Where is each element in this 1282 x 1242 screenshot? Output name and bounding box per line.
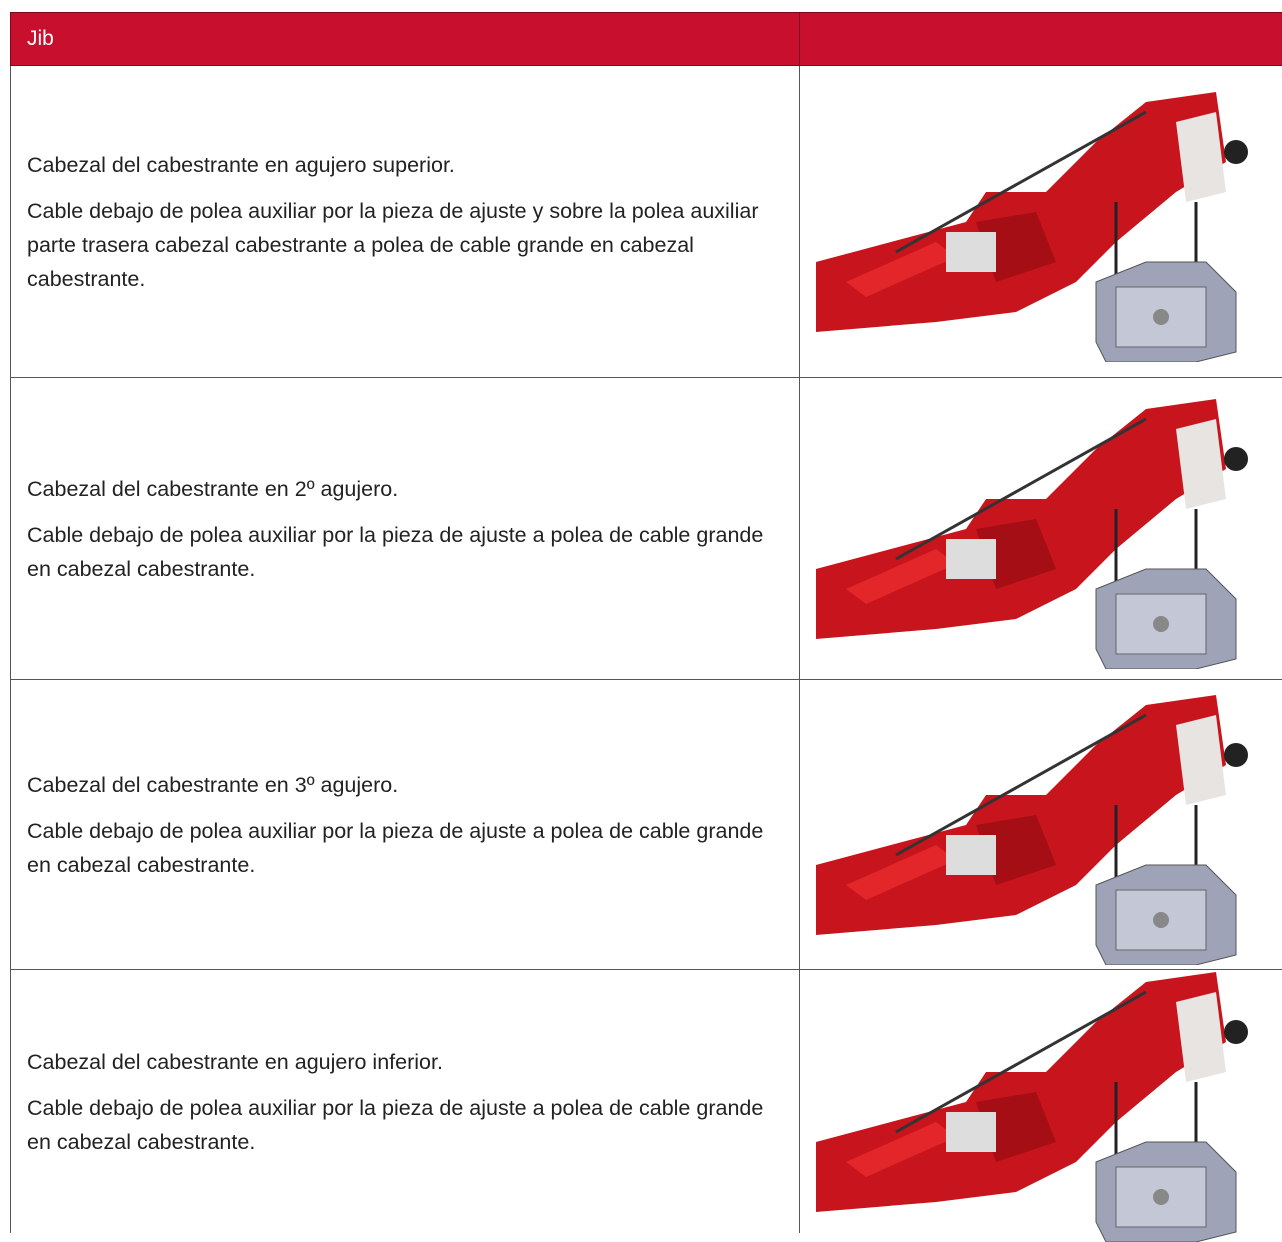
text-cell: Cabezal del cabestrante en agujero super… bbox=[11, 66, 800, 377]
paragraph: Cable debajo de polea auxiliar por la pi… bbox=[27, 1095, 764, 1154]
text-cell: Cabezal del cabestrante en agujero infer… bbox=[11, 970, 800, 1233]
image-cell bbox=[800, 970, 1282, 1233]
table-row: Cabezal del cabestrante en 2º agujero. Ca… bbox=[10, 378, 1282, 680]
image-cell bbox=[800, 680, 1282, 969]
paragraph: Cabezal del cabestrante en 2º agujero. bbox=[27, 476, 399, 501]
table-row: Cabezal del cabestrante en agujero super… bbox=[10, 66, 1282, 378]
crane-illustration bbox=[816, 82, 1266, 362]
table-header: Jib bbox=[10, 12, 1282, 66]
paragraph: Cabezal del cabestrante en agujero super… bbox=[27, 152, 455, 177]
image-cell bbox=[800, 66, 1282, 377]
paragraph: Cable debajo de polea auxiliar por la pi… bbox=[27, 818, 764, 877]
text-cell: Cabezal del cabestrante en 2º agujero. Ca… bbox=[11, 378, 800, 679]
paragraph: Cabezal del cabestrante en 3º agujero. bbox=[27, 772, 399, 797]
image-cell bbox=[800, 378, 1282, 679]
table-row: Cabezal del cabestrante en agujero infer… bbox=[10, 970, 1282, 1233]
paragraph: Cable debajo de polea auxiliar por la pi… bbox=[27, 522, 764, 581]
crane-illustration bbox=[816, 962, 1266, 1242]
paragraph: Cabezal del cabestrante en agujero infer… bbox=[27, 1049, 443, 1074]
table-row: Cabezal del cabestrante en 3º agujero. Ca… bbox=[10, 680, 1282, 970]
crane-illustration bbox=[816, 389, 1266, 669]
table-body: Cabezal del cabestrante en agujero super… bbox=[10, 66, 1282, 1233]
header-title: Jib bbox=[11, 13, 800, 65]
crane-illustration bbox=[816, 685, 1266, 965]
table: Jib Cabezal del cabestrante en agujero s… bbox=[10, 12, 1282, 1233]
text-cell: Cabezal del cabestrante en 3º agujero. Ca… bbox=[11, 680, 800, 969]
paragraph: Cable debajo de polea auxiliar por la pi… bbox=[27, 198, 759, 291]
